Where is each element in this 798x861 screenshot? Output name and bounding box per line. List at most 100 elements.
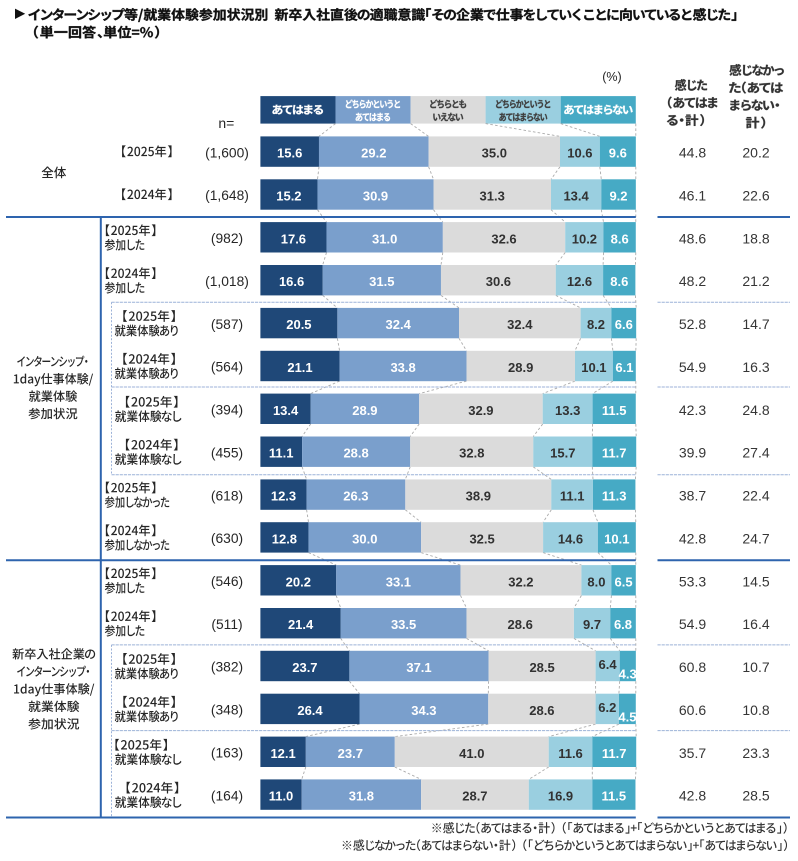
svg-text:14.5: 14.5 [742, 573, 769, 589]
svg-text:6.6: 6.6 [615, 317, 633, 332]
svg-text:28.9: 28.9 [508, 360, 533, 375]
svg-text:32.8: 32.8 [459, 446, 484, 461]
svg-text:52.8: 52.8 [679, 316, 706, 332]
svg-text:(382): (382) [211, 660, 243, 675]
svg-text:15.2: 15.2 [276, 189, 301, 204]
svg-text:9.2: 9.2 [609, 189, 627, 204]
svg-text:(587): (587) [211, 317, 243, 332]
svg-text:38.7: 38.7 [679, 488, 706, 504]
svg-text:28.5: 28.5 [529, 660, 554, 675]
svg-text:(163): (163) [211, 746, 243, 761]
svg-text:48.2: 48.2 [679, 273, 706, 289]
svg-text:6.2: 6.2 [598, 700, 616, 715]
svg-text:(630): (630) [211, 531, 243, 546]
svg-text:21.4: 21.4 [288, 617, 314, 632]
svg-text:30.9: 30.9 [363, 189, 388, 204]
svg-text:18.8: 18.8 [742, 230, 769, 246]
svg-text:46.1: 46.1 [679, 188, 706, 204]
svg-text:11.0: 11.0 [269, 789, 294, 804]
svg-text:31.0: 31.0 [372, 231, 397, 246]
svg-text:26.3: 26.3 [343, 489, 368, 504]
svg-text:9.6: 9.6 [609, 146, 627, 161]
svg-text:12.1: 12.1 [270, 746, 295, 761]
svg-text:31.3: 31.3 [480, 189, 505, 204]
svg-text:28.6: 28.6 [508, 617, 533, 632]
svg-text:11.5: 11.5 [602, 789, 627, 804]
svg-text:54.9: 54.9 [679, 359, 706, 375]
svg-text:28.5: 28.5 [742, 788, 769, 804]
svg-text:8.2: 8.2 [587, 317, 605, 332]
svg-text:24.8: 24.8 [742, 402, 769, 418]
svg-text:33.1: 33.1 [386, 574, 411, 589]
svg-text:16.3: 16.3 [742, 359, 769, 375]
svg-text:12.8: 12.8 [272, 531, 297, 546]
svg-text:22.6: 22.6 [742, 188, 769, 204]
svg-text:10.7: 10.7 [742, 659, 769, 675]
svg-text:14.6: 14.6 [558, 531, 583, 546]
svg-text:42.3: 42.3 [679, 402, 706, 418]
svg-text:6.5: 6.5 [615, 574, 633, 589]
svg-text:16.4: 16.4 [742, 616, 769, 632]
svg-text:(618): (618) [211, 488, 243, 503]
svg-text:22.4: 22.4 [742, 488, 769, 504]
svg-text:(511): (511) [211, 617, 242, 632]
svg-text:13.4: 13.4 [563, 189, 589, 204]
svg-text:11.6: 11.6 [558, 746, 583, 761]
svg-text:60.8: 60.8 [679, 659, 706, 675]
svg-text:32.4: 32.4 [507, 317, 533, 332]
svg-text:(1,600): (1,600) [205, 145, 249, 160]
svg-text:20.5: 20.5 [286, 317, 311, 332]
svg-text:(394): (394) [211, 403, 243, 418]
svg-text:(348): (348) [211, 703, 243, 718]
svg-text:28.9: 28.9 [352, 403, 377, 418]
svg-text:10.8: 10.8 [742, 702, 769, 718]
svg-text:48.6: 48.6 [679, 230, 706, 246]
svg-text:12.3: 12.3 [271, 489, 296, 504]
svg-text:28.8: 28.8 [343, 446, 368, 461]
svg-text:32.4: 32.4 [386, 317, 412, 332]
svg-text:23.7: 23.7 [292, 660, 317, 675]
svg-text:28.7: 28.7 [462, 789, 487, 804]
svg-text:16.6: 16.6 [279, 274, 304, 289]
svg-text:26.4: 26.4 [297, 703, 323, 718]
svg-text:14.7: 14.7 [742, 316, 769, 332]
svg-text:21.1: 21.1 [287, 360, 312, 375]
svg-text:13.4: 13.4 [273, 403, 299, 418]
svg-text:30.0: 30.0 [352, 531, 377, 546]
svg-text:31.5: 31.5 [369, 274, 394, 289]
svg-text:31.8: 31.8 [349, 789, 374, 804]
svg-text:11.7: 11.7 [602, 446, 627, 461]
svg-text:9.7: 9.7 [583, 617, 601, 632]
svg-text:39.9: 39.9 [679, 445, 706, 461]
svg-text:24.7: 24.7 [742, 530, 769, 546]
svg-text:44.8: 44.8 [679, 145, 706, 161]
svg-text:29.2: 29.2 [361, 146, 386, 161]
svg-text:(1,648): (1,648) [205, 188, 249, 203]
svg-text:21.2: 21.2 [742, 273, 769, 289]
svg-text:13.3: 13.3 [555, 403, 580, 418]
svg-text:6.8: 6.8 [614, 617, 632, 632]
svg-text:32.6: 32.6 [491, 231, 516, 246]
svg-text:(1,018): (1,018) [205, 274, 249, 289]
svg-text:34.3: 34.3 [411, 703, 436, 718]
svg-text:54.9: 54.9 [679, 616, 706, 632]
svg-text:17.6: 17.6 [281, 231, 306, 246]
svg-text:4.5: 4.5 [618, 709, 636, 724]
svg-text:30.6: 30.6 [486, 274, 511, 289]
svg-text:15.7: 15.7 [550, 446, 575, 461]
svg-text:20.2: 20.2 [286, 574, 311, 589]
svg-text:(546): (546) [211, 574, 243, 589]
svg-text:37.1: 37.1 [406, 660, 431, 675]
svg-text:8.6: 8.6 [610, 274, 628, 289]
svg-text:11.5: 11.5 [602, 403, 627, 418]
svg-text:8.6: 8.6 [611, 231, 629, 246]
svg-text:33.5: 33.5 [391, 617, 416, 632]
svg-text:23.3: 23.3 [742, 745, 769, 761]
svg-text:10.1: 10.1 [581, 360, 606, 375]
svg-text:12.6: 12.6 [567, 274, 592, 289]
svg-text:(564): (564) [211, 360, 243, 375]
svg-text:32.5: 32.5 [469, 531, 494, 546]
svg-text:35.0: 35.0 [482, 146, 507, 161]
svg-text:35.7: 35.7 [679, 745, 706, 761]
svg-text:32.2: 32.2 [508, 574, 533, 589]
